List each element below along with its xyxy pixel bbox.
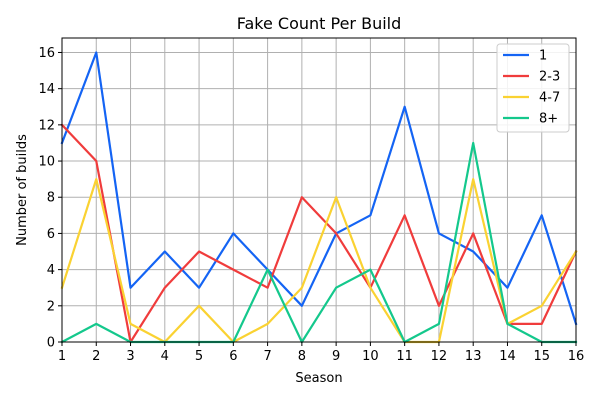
grid	[61, 38, 577, 343]
x-tick-label-13: 14	[499, 349, 516, 364]
legend-label-0: 1	[539, 49, 547, 64]
x-tick-label-4: 5	[195, 349, 203, 364]
series-line-1	[60, 123, 578, 344]
x-tick-label-6: 7	[263, 349, 271, 364]
x-axis-ticks: 1 2 3 4 5 6 7 8 9 10 11 12 13 14 15 16	[58, 342, 584, 364]
y-tick-label-1: 2	[47, 299, 55, 314]
y-tick-label-6: 12	[38, 118, 55, 133]
y-axis-label: Number of builds	[15, 134, 30, 246]
x-tick-label-8: 9	[332, 349, 340, 364]
chart-title: Fake Count Per Build	[237, 14, 402, 33]
legend-label-3: 8+	[539, 112, 558, 127]
y-tick-label-3: 6	[47, 227, 55, 242]
x-tick-label-14: 15	[533, 349, 550, 364]
series-line-0	[60, 51, 578, 326]
x-axis-label: Season	[295, 371, 342, 386]
x-tick-label-3: 4	[161, 349, 169, 364]
x-tick-label-0: 1	[58, 349, 66, 364]
legend-label-2: 4-7	[539, 91, 560, 106]
legend-box	[496, 43, 570, 133]
series-lines	[60, 51, 578, 344]
x-tick-label-11: 12	[431, 349, 448, 364]
legend-label-1: 2-3	[539, 70, 560, 85]
y-tick-label-7: 14	[38, 82, 55, 97]
x-tick-label-15: 16	[568, 349, 585, 364]
plot-frame	[61, 37, 577, 343]
x-tick-label-2: 3	[126, 349, 134, 364]
y-tick-label-5: 10	[38, 155, 55, 170]
legend: 1 2-3 4-7 8+	[496, 43, 570, 133]
x-tick-label-7: 8	[298, 349, 306, 364]
y-tick-label-4: 8	[47, 191, 55, 206]
x-tick-label-1: 2	[92, 349, 100, 364]
y-tick-label-8: 16	[38, 46, 55, 61]
y-axis-ticks: 0 2 4 6 8 10 12 14 16	[38, 46, 62, 351]
y-tick-label-0: 0	[47, 336, 55, 351]
series-line-2	[60, 178, 578, 344]
x-tick-label-5: 6	[229, 349, 237, 364]
x-tick-label-10: 11	[396, 349, 413, 364]
y-tick-label-2: 4	[47, 263, 55, 278]
x-tick-label-9: 10	[362, 349, 379, 364]
legend-entries: 1 2-3 4-7 8+	[503, 49, 560, 127]
x-tick-label-12: 13	[465, 349, 482, 364]
